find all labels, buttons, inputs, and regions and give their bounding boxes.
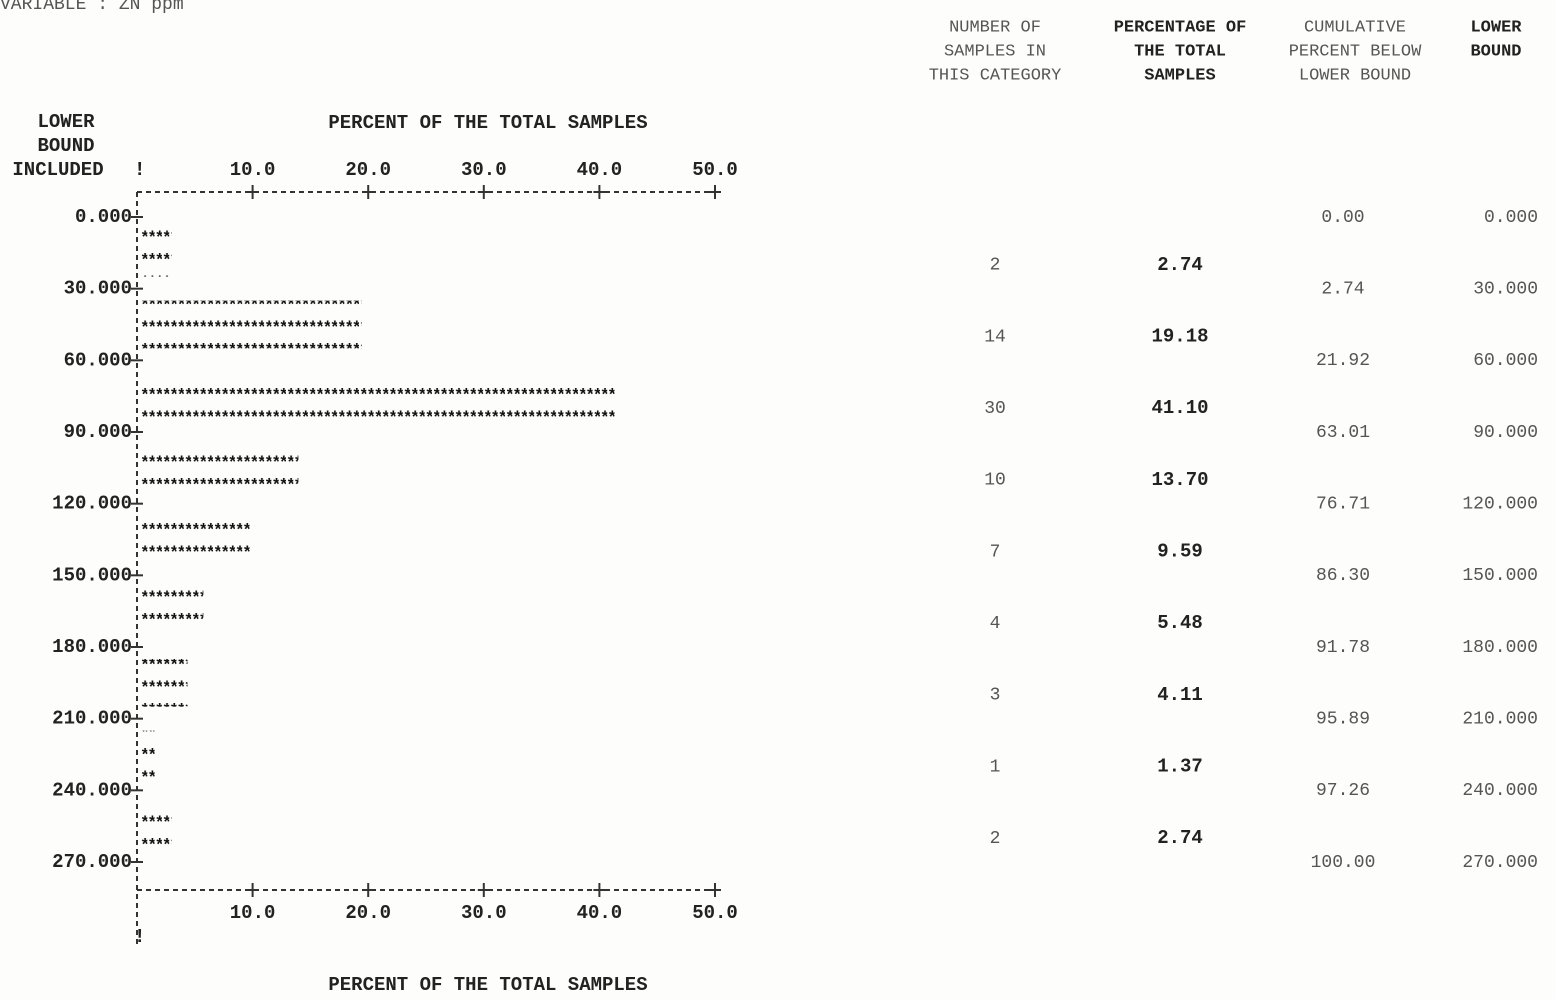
chart-title: PERCENT OF THE TOTAL SAMPLES [328,112,647,134]
lower-bound: 60.000 [1473,351,1538,371]
cumulative: 100.00 [1311,853,1376,873]
y-tick-label: 210.000 [52,708,132,730]
table-header: PERCENTAGE OF [1114,18,1247,37]
bar [140,730,156,779]
count: 10 [984,471,1006,491]
count: 4 [990,614,1001,634]
bar [140,444,299,492]
y-label: LOWER [37,111,95,133]
cumulative: 2.74 [1321,279,1364,299]
cumulative: 86.30 [1316,566,1370,586]
count: 3 [990,686,1001,706]
y-tick-label: 240.000 [52,779,132,801]
cumulative: 63.01 [1316,423,1370,443]
y-tick-label: 150.000 [52,564,132,586]
cumulative: 21.92 [1316,351,1370,371]
x-tick-label: 30.0 [461,159,507,181]
bar [140,229,172,277]
table-header: NUMBER OF [949,18,1041,37]
x-tick-label: 10.0 [230,902,276,924]
count: 30 [984,399,1006,419]
table-header: SAMPLES IN [944,42,1046,61]
table-header: LOWER [1470,18,1522,37]
x-tick-label: 50.0 [692,159,738,181]
cumulative: 0.00 [1321,208,1364,228]
lower-bound: 270.000 [1462,853,1538,873]
x-tick-label: 40.0 [577,159,623,181]
percentage: 4.11 [1157,684,1203,706]
table-header: THIS CATEGORY [929,66,1062,85]
variable-label: VARIABLE : ZN ppm [0,0,184,15]
x-tick-label: 30.0 [461,902,507,924]
lower-bound: 210.000 [1462,709,1538,729]
lower-bound: 0.000 [1484,208,1538,228]
bar [140,802,172,850]
cumulative: 97.26 [1316,781,1370,801]
table-header: THE TOTAL [1134,42,1226,61]
lower-bound: 150.000 [1462,566,1538,586]
lower-bound: 90.000 [1473,423,1538,443]
x-tick-label: 10.0 [230,159,276,181]
table-header: SAMPLES [1144,66,1215,85]
percentage: 9.59 [1157,541,1203,563]
y-label: BOUND [37,135,94,157]
table-header: BOUND [1470,42,1521,61]
axis-bang: ! [134,159,145,181]
table-header: PERCENT BELOW [1289,42,1422,61]
cumulative: 95.89 [1316,709,1370,729]
y-tick-label: 120.000 [52,493,132,515]
x-tick-label: 50.0 [692,902,738,924]
cumulative: 76.71 [1316,494,1370,514]
lower-bound: 240.000 [1462,781,1538,801]
y-tick-label: 270.000 [52,851,132,873]
y-tick-label: 0.000 [75,206,132,228]
percentage: 5.48 [1157,612,1203,634]
lower-bound: 30.000 [1473,279,1538,299]
bar [140,659,188,707]
count: 2 [990,829,1001,849]
y-tick-label: 180.000 [52,636,132,658]
count: 7 [990,542,1001,562]
bar [140,587,204,635]
count: 1 [990,757,1001,777]
bar [140,300,362,349]
percentage: 1.37 [1157,756,1203,778]
x-tick-label: 20.0 [345,902,391,924]
x-tick-label: 20.0 [345,159,391,181]
y-tick-label: 60.000 [64,349,132,371]
percentage: 19.18 [1151,326,1208,348]
y-tick-label: 90.000 [64,421,132,443]
axis-bang: ! [134,926,145,948]
percentage: 13.70 [1151,469,1208,491]
y-label: INCLUDED [12,159,103,181]
bar [140,515,251,564]
x-tick-label: 40.0 [577,902,623,924]
count: 2 [990,256,1001,276]
y-tick-label: 30.000 [64,278,132,300]
lower-bound: 120.000 [1462,494,1538,514]
table-header: CUMULATIVE [1304,18,1406,37]
percentage: 2.74 [1157,254,1203,276]
table-header: LOWER BOUND [1299,66,1411,85]
percentage: 41.10 [1151,397,1208,419]
chart-title-bottom: PERCENT OF THE TOTAL SAMPLES [328,974,647,996]
percentage: 2.74 [1157,827,1203,849]
count: 14 [984,327,1006,347]
cumulative: 91.78 [1316,638,1370,658]
lower-bound: 180.000 [1462,638,1538,658]
bar [140,372,616,420]
